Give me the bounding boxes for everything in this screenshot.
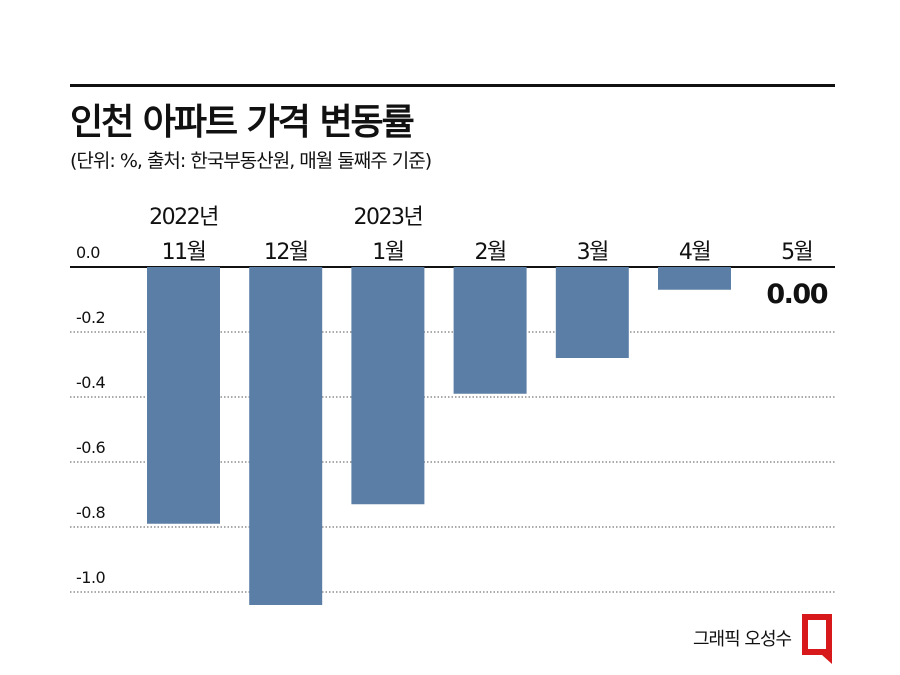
brand-logo-icon xyxy=(802,614,832,664)
bar xyxy=(453,267,527,394)
x-category-label: 12월 xyxy=(264,240,308,265)
bar xyxy=(351,267,425,505)
graphic-credit: 그래픽 오성수 xyxy=(693,629,792,650)
x-year-label: 2022년 xyxy=(149,205,218,230)
x-category-label: 1월 xyxy=(372,240,403,265)
y-tick-label: -0.4 xyxy=(76,373,106,392)
bar xyxy=(249,267,323,605)
bar xyxy=(658,267,731,290)
data-label: 0.00 xyxy=(766,279,827,310)
y-tick-label: -0.2 xyxy=(76,308,105,327)
y-tick-label: -0.6 xyxy=(76,438,106,457)
x-year-label: 2023년 xyxy=(354,205,423,230)
top-rule xyxy=(70,84,835,87)
y-tick-label: -0.8 xyxy=(76,503,106,522)
x-category-label: 5월 xyxy=(781,240,812,265)
y-tick-label: 0.0 xyxy=(76,243,100,262)
bar xyxy=(555,267,629,358)
chart-title: 인천 아파트 가격 변동률 xyxy=(70,102,415,143)
bar xyxy=(147,267,220,524)
x-category-label: 4월 xyxy=(679,240,710,265)
x-category-label: 2월 xyxy=(474,240,505,265)
x-category-label: 11월 xyxy=(162,240,206,265)
x-category-label: 3월 xyxy=(577,240,608,265)
y-tick-label: -1.0 xyxy=(76,568,106,587)
chart-subtitle: (단위: %, 출처: 한국부동산원, 매월 둘째주 기준) xyxy=(70,150,432,172)
